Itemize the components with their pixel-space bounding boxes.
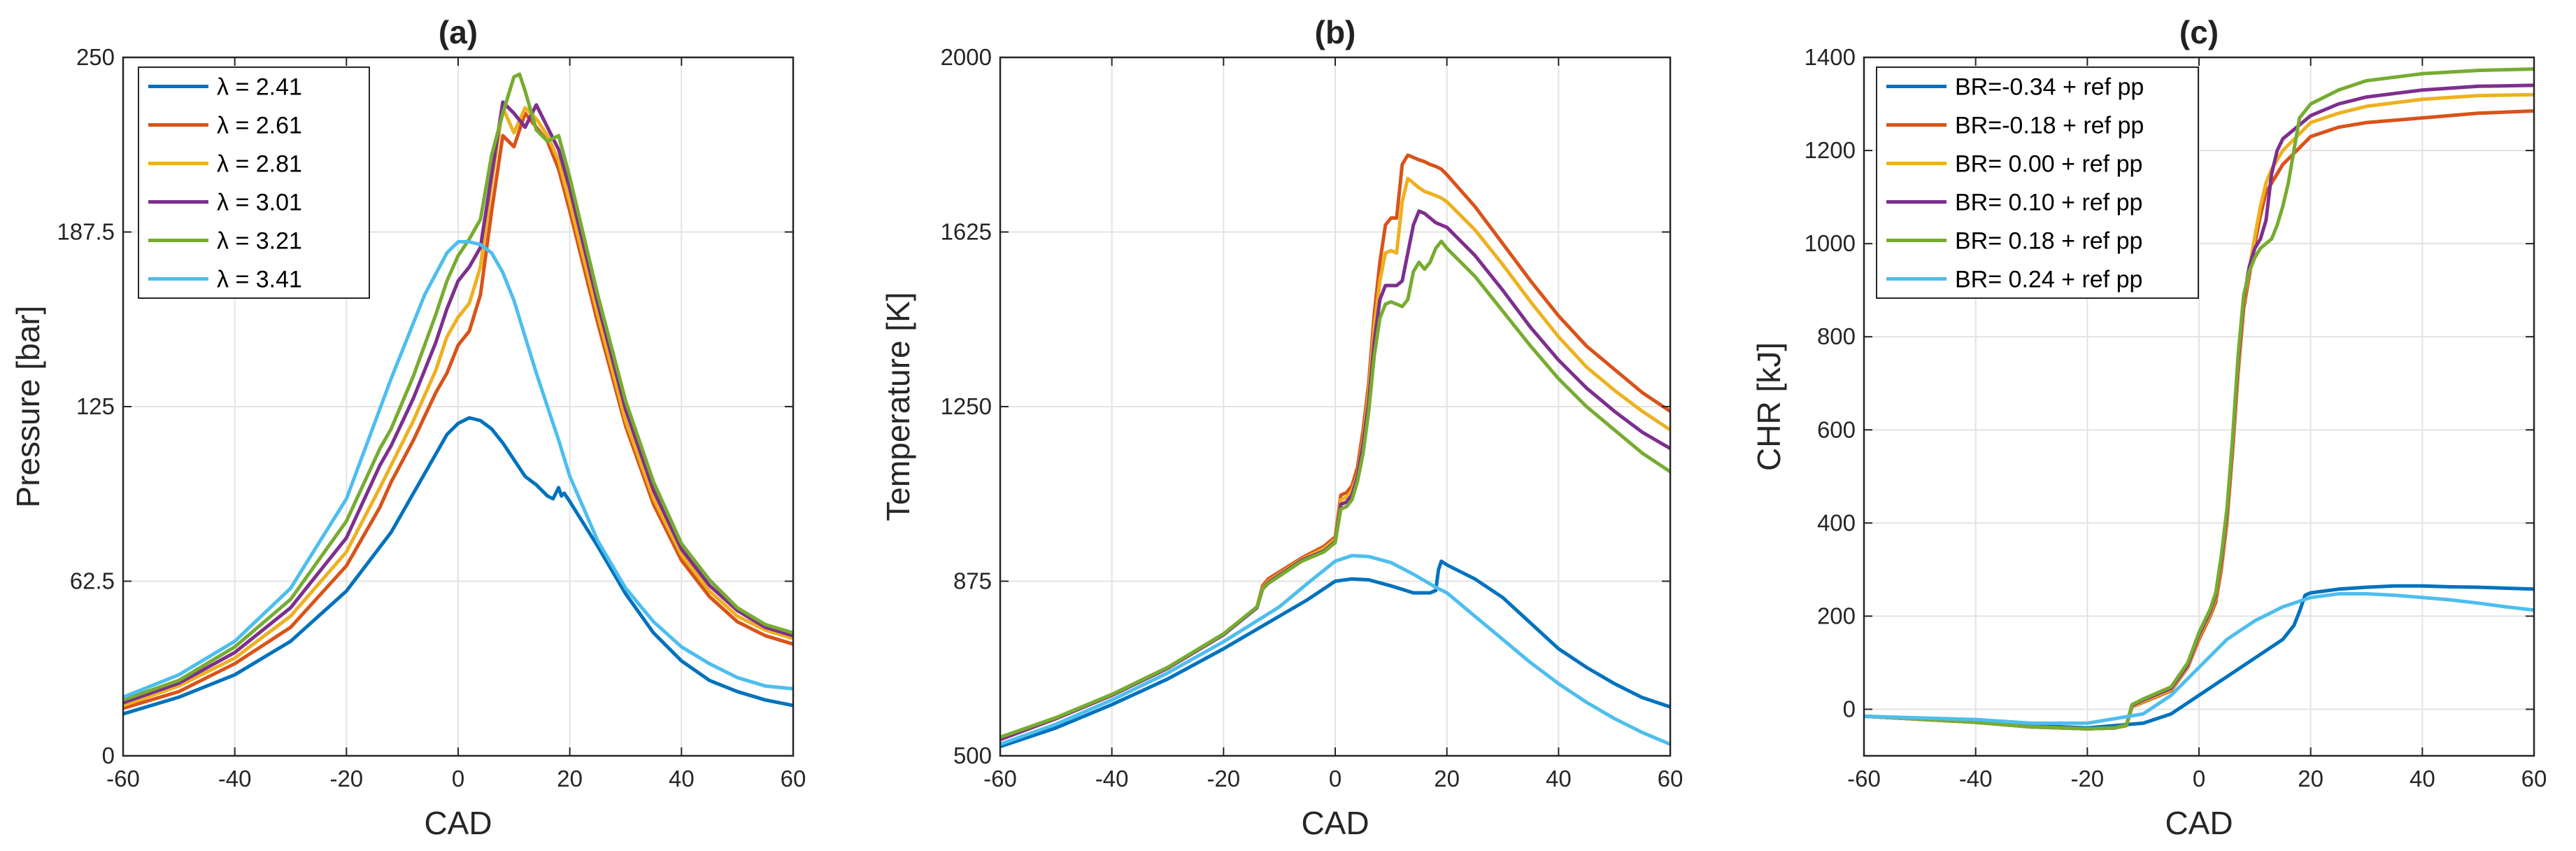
series-group <box>1864 67 2534 731</box>
chart-title: (c) <box>2179 14 2219 50</box>
legend-label-3: λ = 3.01 <box>217 190 302 216</box>
x-tick-label: 20 <box>2298 766 2324 792</box>
series-line-5 <box>1000 554 1670 746</box>
y-tick-label: 1250 <box>941 393 992 419</box>
y-tick-label: 1625 <box>941 219 992 245</box>
series-line-4 <box>123 72 793 702</box>
x-tick-label: -60 <box>106 766 140 792</box>
legend-label-2: λ = 2.81 <box>217 151 302 178</box>
chart-panel-2: -60 -40 -20 0 20 40 60020040060080010001200140… <box>1751 14 2547 841</box>
x-tick-label: -20 <box>1207 766 1240 792</box>
series-group <box>123 72 793 716</box>
y-axis-label: Pressure [bar] <box>10 306 46 508</box>
y-tick-label: 0 <box>1843 696 1856 722</box>
legend-box <box>1876 66 2199 299</box>
x-tick-label: 40 <box>1546 766 1572 792</box>
y-tick-label: 1000 <box>1805 230 1856 256</box>
x-tick-label: 0 <box>2193 766 2205 792</box>
y-tick-label: 400 <box>1817 509 1856 535</box>
legend-label-3: BR= 0.10 + ref pp <box>1955 190 2142 216</box>
x-tick-label: -40 <box>1959 766 1993 792</box>
x-tick-label: -20 <box>2070 766 2104 792</box>
y-tick-label: 250 <box>76 44 115 70</box>
y-tick-label: 600 <box>1817 416 1856 442</box>
series-line-5 <box>123 240 793 699</box>
y-tick-label: 1400 <box>1805 44 1856 70</box>
y-tick-label: 187.5 <box>57 219 115 245</box>
x-tick-label: 60 <box>1658 766 1684 792</box>
series-line-1 <box>123 111 793 710</box>
x-tick-label: 40 <box>2410 766 2435 792</box>
series-line-0 <box>1000 559 1670 749</box>
x-axis-label: CAD <box>2165 805 2233 841</box>
legend: λ = 2.41 λ = 2.61 λ = 2.81 λ = 3.01 λ = 3.21… <box>138 66 370 299</box>
y-tick-label: 500 <box>953 743 992 768</box>
x-axis-label: CAD <box>424 805 492 841</box>
y-tick-label: 875 <box>953 568 992 594</box>
x-tick-label: -60 <box>983 766 1017 792</box>
y-tick-label: 125 <box>76 393 115 419</box>
y-axis-label: CHR [kJ] <box>1751 342 1787 471</box>
x-tick-label: 0 <box>1329 766 1342 792</box>
legend-label-5: BR= 0.24 + ref pp <box>1955 267 2142 293</box>
legend-label-4: BR= 0.18 + ref pp <box>1955 228 2142 255</box>
legend-label-1: BR=-0.18 + ref pp <box>1955 113 2144 139</box>
x-tick-label: -60 <box>1847 766 1881 792</box>
x-tick-label: 60 <box>2521 766 2547 792</box>
chart-title: (b) <box>1315 14 1356 50</box>
chart-panel-0: -60 -40 -20 0 20 40 60 0 62.5 125 187.5 250 (a) CAD Pr… <box>10 14 806 841</box>
y-tick-label: 200 <box>1817 603 1856 628</box>
x-tick-label: 20 <box>557 766 583 792</box>
y-tick-label: 0 <box>102 743 115 768</box>
x-tick-label: 0 <box>452 766 464 792</box>
chart-panel-1: -60 -40 -20 0 20 40 60 500 875 1250 1625 2000 (b) CAD… <box>880 14 1683 841</box>
series-line-0 <box>1864 584 2534 730</box>
series-line-5 <box>1864 592 2534 725</box>
legend-label-4: λ = 3.21 <box>217 228 302 255</box>
series-line-0 <box>123 416 793 716</box>
legend-box <box>138 66 370 299</box>
y-tick-label: 800 <box>1817 323 1856 349</box>
legend-label-1: λ = 2.61 <box>217 113 302 139</box>
legend-label-0: BR=-0.34 + ref pp <box>1955 74 2144 101</box>
series-line-4 <box>1864 67 2534 731</box>
y-tick-label: 2000 <box>941 44 992 70</box>
series-line-4 <box>1000 239 1670 739</box>
x-tick-label: -40 <box>1095 766 1129 792</box>
y-tick-label: 1200 <box>1805 137 1856 163</box>
y-tick-label: 62.5 <box>70 568 115 594</box>
x-tick-label: -20 <box>329 766 363 792</box>
x-axis-label: CAD <box>1301 805 1369 841</box>
legend-label-5: λ = 3.41 <box>217 267 302 293</box>
y-axis-label: Temperature [K] <box>880 292 916 521</box>
x-tick-label: -40 <box>218 766 252 792</box>
legend: BR=-0.34 + ref pp BR=-0.18 + ref pp BR= 0.… <box>1876 66 2199 299</box>
series-group <box>1000 153 1670 749</box>
x-tick-label: 20 <box>1434 766 1460 792</box>
legend-label-0: λ = 2.41 <box>217 74 302 101</box>
x-tick-label: 60 <box>781 766 806 792</box>
legend-label-2: BR= 0.00 + ref pp <box>1955 151 2142 178</box>
x-tick-label: 40 <box>669 766 695 792</box>
series-line-3 <box>123 100 793 705</box>
chart-title: (a) <box>439 14 478 50</box>
